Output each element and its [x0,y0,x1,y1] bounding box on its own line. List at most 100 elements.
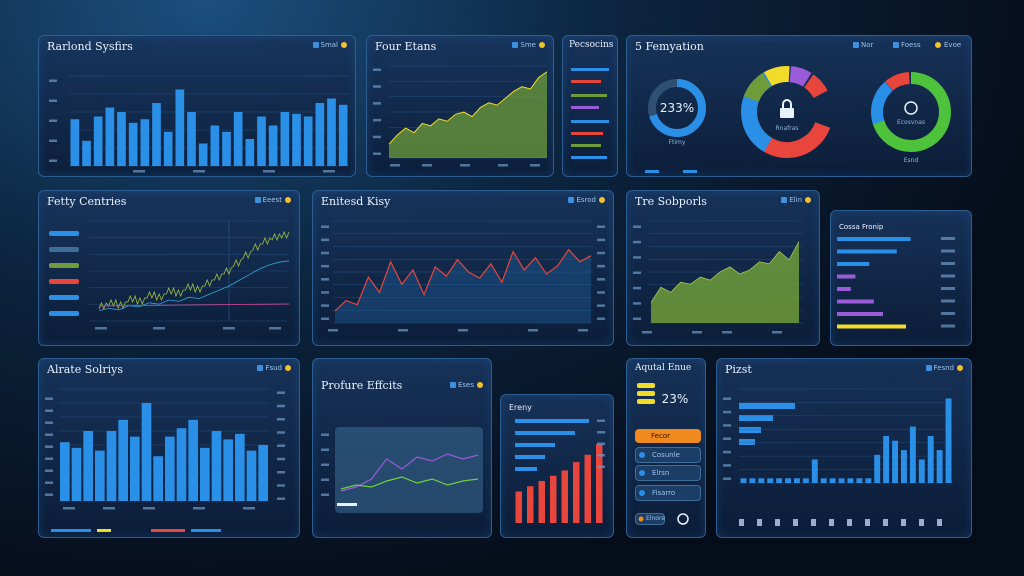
status-item-label: Fisarro [652,489,676,497]
panel-control-label: Nor [861,41,874,49]
tick-mark [49,159,57,162]
value-tick [941,324,955,328]
bar [515,491,522,523]
hbar [837,287,851,291]
area-line [650,241,800,303]
status-dot-icon [957,365,963,371]
tick-mark [277,431,285,434]
bar [233,112,243,166]
value-tick [941,299,955,303]
orange-button[interactable]: Fecor [635,429,701,443]
bar [130,436,140,501]
status-dot-icon [805,197,811,203]
lock-icon [780,108,794,118]
bar [153,456,163,501]
bar [561,470,568,523]
tick-mark [321,264,329,268]
bar [829,478,836,483]
x-tick-mark [458,329,468,332]
status-dot-icon [477,382,483,388]
panel-control-label: Evoe [944,41,962,49]
bar [936,450,943,483]
hbar [515,467,537,471]
x-tick-mark [498,164,508,167]
ring-segment [871,72,952,152]
grid-icon [312,42,319,48]
panel-control-b[interactable]: Foess [893,41,921,49]
panel-line-trend: Fetty Centries Eeest [38,190,300,346]
bar-chart [49,75,349,173]
panel-control[interactable]: Sme [512,41,545,49]
tick-mark [45,469,53,472]
tick-mark [373,68,381,71]
x-tick-mark [642,331,652,334]
hbar [837,249,897,254]
panel-control[interactable]: Elin [781,196,811,204]
panel-red-bars: Ereny [500,394,614,538]
legend-swatch [151,529,185,532]
grid-icon [257,365,264,371]
panel-control[interactable]: Eeest [254,196,291,204]
status-graphics: 23% [637,383,688,406]
bar [245,139,255,166]
status-item[interactable]: Elrsn [635,465,701,481]
x-tick-mark [63,507,75,510]
panel-control[interactable]: Fsud [257,364,291,372]
area-chart [373,65,548,167]
hbar [739,403,795,409]
bar [152,103,161,166]
bar [811,459,818,483]
status-item[interactable]: Fisarro [635,485,701,501]
grid-icon [568,197,575,203]
hbar [515,443,555,447]
panel-red-line: Enitesd Kisy Esrod [312,190,614,346]
x-tick-mark [422,164,432,167]
legend-swatch [683,170,697,173]
panel-title: Profure Effcits [321,379,403,392]
status-item[interactable]: Cosunle [635,447,701,463]
db-icon-layer [637,399,655,404]
bar [918,459,925,483]
bar [758,478,765,483]
tick-mark [723,410,731,414]
x-tick-mark [847,519,852,526]
tick-mark [45,445,53,448]
x-tick-mark [692,331,702,334]
line-chart [49,220,290,330]
tick-mark [321,225,329,228]
bar [246,450,257,501]
hbar [515,455,545,459]
tick-mark [49,139,57,142]
tick-mark [597,419,605,422]
panel-title: Rarlond Sysfirs [47,40,133,53]
tick-mark [597,465,605,468]
panel-control[interactable]: Esrod [568,196,605,204]
panel-control[interactable]: Fesnd [925,364,963,372]
value-tick [941,312,955,315]
bar [268,125,278,166]
panel-pizst: Pizst Fesnd [716,358,972,538]
series-line [98,260,290,311]
tick-mark [597,264,605,268]
area-chart [633,220,803,334]
legend-pill [49,247,79,252]
panel-regional-systems: Rarlond Sysfirs Smal [38,35,356,177]
bar [188,419,198,501]
tick-mark [321,433,329,436]
panel-control-c[interactable]: Evoe [935,41,961,49]
grid-icon [512,42,519,48]
tick-mark [597,304,605,307]
list-bar [571,132,603,135]
tick-mark [597,431,605,434]
panel-control[interactable]: Smal [312,41,347,49]
bar [338,104,348,166]
tick-mark [723,424,731,427]
status-button[interactable]: Elnore [635,513,665,525]
hbar [515,419,589,423]
bar [794,478,800,483]
panel-control-a[interactable]: Nor [853,41,873,49]
bar [767,478,774,483]
x-tick-mark [528,329,538,332]
panel-control[interactable]: Eses [449,381,483,389]
list-bar [571,94,607,97]
